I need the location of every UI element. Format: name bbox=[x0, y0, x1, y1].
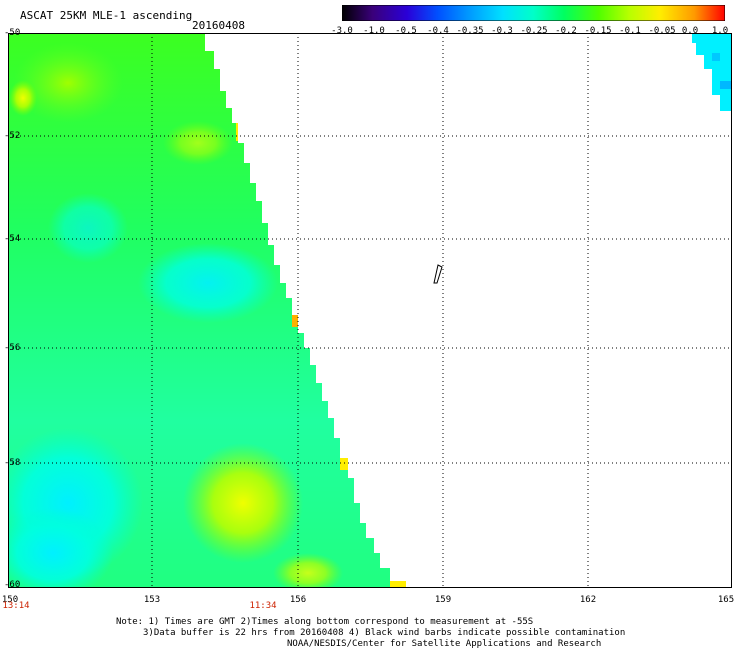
lat-label: -58 bbox=[4, 458, 21, 468]
lon-label: 159 bbox=[434, 595, 452, 605]
time-label: 11:34 bbox=[249, 601, 277, 611]
lon-label: 156 bbox=[289, 595, 307, 605]
lon-label: 162 bbox=[579, 595, 597, 605]
colorbar-label: -0.5 bbox=[395, 26, 417, 36]
colorbar-label: -0.2 bbox=[555, 26, 577, 36]
title: ASCAT 25KM MLE-1 ascending bbox=[20, 9, 193, 22]
colorbar-label: -0.1 bbox=[619, 26, 641, 36]
wind-map bbox=[8, 33, 732, 588]
wind-barb-icon bbox=[433, 264, 443, 284]
colorbar-label: -0.25 bbox=[520, 26, 548, 36]
lon-label: 153 bbox=[143, 595, 161, 605]
colorbar-label: -0.05 bbox=[648, 26, 676, 36]
colorbar-label: -0.35 bbox=[456, 26, 484, 36]
colorbar-label: -0.15 bbox=[584, 26, 612, 36]
footnote-line: Note: 1) Times are GMT 2)Times along bot… bbox=[116, 617, 534, 627]
swath-data bbox=[8, 33, 406, 588]
lon-label: 150 bbox=[1, 595, 19, 605]
colorbar-label: -3.0 bbox=[331, 26, 353, 36]
lat-label: -54 bbox=[4, 234, 21, 244]
lat-label: -52 bbox=[4, 131, 21, 141]
colorbar-label: -0.3 bbox=[491, 26, 513, 36]
colorbar bbox=[342, 5, 725, 21]
footnote-line: 3)Data buffer is 22 hrs from 20160408 4)… bbox=[143, 628, 626, 638]
colorbar-label: -0.4 bbox=[427, 26, 449, 36]
grid bbox=[8, 33, 732, 588]
map-frame bbox=[8, 33, 732, 588]
footnote-line: NOAA/NESDIS/Center for Satellite Applica… bbox=[287, 639, 602, 649]
swath-corner bbox=[692, 33, 732, 111]
colorbar-label: -1.0 bbox=[363, 26, 385, 36]
lat-label: -60 bbox=[4, 580, 21, 590]
footnote: Note: 1) Times are GMT 2)Times along bot… bbox=[116, 617, 625, 650]
colorbar-label: 0.0 bbox=[681, 26, 699, 36]
lat-label: -56 bbox=[4, 343, 21, 353]
time-label: 13:14 bbox=[2, 601, 30, 611]
lon-label: 165 bbox=[717, 595, 735, 605]
colorbar-label: 1.0 bbox=[711, 26, 729, 36]
lat-label: -50 bbox=[4, 28, 21, 38]
date: 20160408 bbox=[192, 19, 245, 32]
